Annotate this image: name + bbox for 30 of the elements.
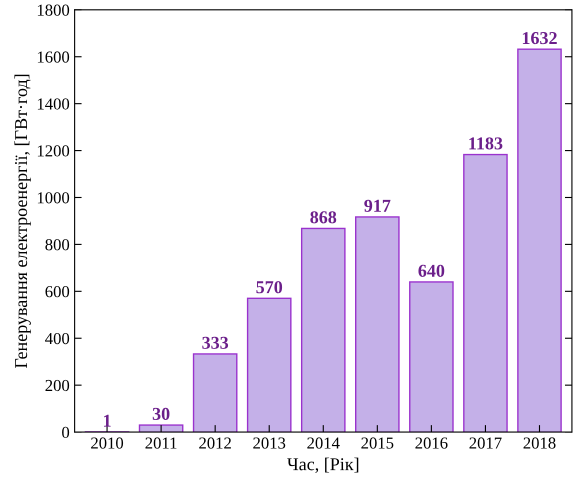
data-label: 570 xyxy=(256,281,282,294)
data-label: 917 xyxy=(364,200,390,212)
y-tick-label: 600 xyxy=(45,286,70,298)
y-tick-label: 1200 xyxy=(38,145,70,157)
data-label: 1632 xyxy=(522,32,557,44)
x-axis-title: Час, [Рік] xyxy=(287,458,358,473)
x-tick-label: 2016 xyxy=(415,437,448,449)
y-tick-label: 800 xyxy=(45,239,70,250)
data-label: 333 xyxy=(202,336,228,349)
x-tick-label: 2010 xyxy=(91,437,124,449)
x-tick-label: 2018 xyxy=(524,437,556,449)
data-label: 1 xyxy=(104,414,111,427)
y-tick-label: 1800 xyxy=(38,4,70,16)
x-tick-label: 2017 xyxy=(470,437,502,449)
y-tick-label: 0 xyxy=(62,426,70,438)
data-label: 30 xyxy=(152,408,170,420)
x-tick-label: 2012 xyxy=(199,437,231,449)
data-label: 868 xyxy=(310,211,336,224)
data-label: 640 xyxy=(418,264,444,277)
x-tick-label: 2014 xyxy=(307,437,340,449)
data-label: 1183 xyxy=(469,137,502,150)
y-tick-label: 1600 xyxy=(38,51,70,63)
y-tick-label: 400 xyxy=(45,332,70,344)
y-tick-label: 200 xyxy=(45,380,70,392)
x-tick-label: 2011 xyxy=(145,437,176,449)
x-tick-label: 2013 xyxy=(253,437,286,449)
y-axis-title: Генерування електроенергії, [ГВт·год] xyxy=(14,74,31,368)
y-tick-label: 1000 xyxy=(38,192,70,204)
x-tick-label: 2015 xyxy=(361,437,394,449)
y-tick-label: 1400 xyxy=(38,98,70,110)
